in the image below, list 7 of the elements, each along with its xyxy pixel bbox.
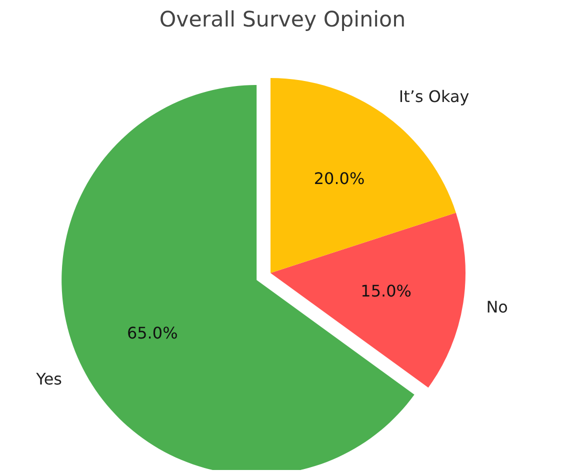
data-label: 15.0% <box>360 282 412 301</box>
chart-title: Overall Survey Opinion <box>159 8 406 32</box>
data-label: 20.0% <box>314 169 365 188</box>
slice-label: No <box>486 298 508 317</box>
data-label: 65.0% <box>126 324 178 343</box>
slice-label: It’s Okay <box>398 87 470 106</box>
slice-label: Yes <box>35 369 62 388</box>
